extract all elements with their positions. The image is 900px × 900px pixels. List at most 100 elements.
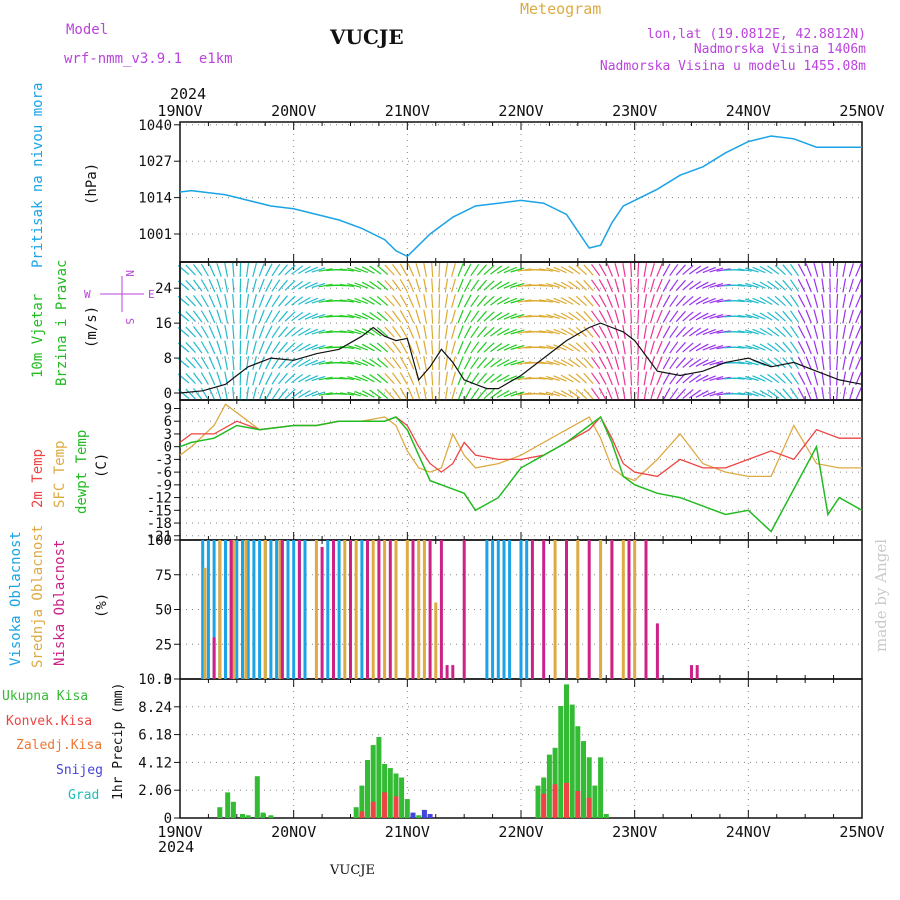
wind-arrow bbox=[517, 392, 532, 396]
wind-arrow bbox=[649, 325, 655, 339]
wind-arrow bbox=[538, 361, 553, 365]
wind-arrow bbox=[553, 328, 567, 336]
wind-arrow bbox=[193, 388, 203, 400]
wind-arrow bbox=[583, 357, 594, 369]
wind-arrow bbox=[675, 326, 686, 338]
wind-arrow bbox=[531, 315, 546, 318]
wind-arrow bbox=[245, 325, 250, 339]
wind-arrow bbox=[702, 297, 716, 305]
wind-arrow bbox=[737, 345, 752, 350]
wind-arrow bbox=[538, 330, 553, 334]
ytick-label: 10.3 bbox=[138, 672, 172, 688]
wind-arrow bbox=[369, 265, 382, 275]
wind-arrow bbox=[423, 262, 427, 278]
wind-arrow bbox=[258, 387, 265, 401]
wind-arrow bbox=[848, 325, 854, 339]
wind-arrow bbox=[716, 330, 731, 334]
wind-arrow bbox=[606, 294, 614, 308]
wind-arrow bbox=[774, 357, 786, 369]
wind-arrow bbox=[457, 371, 464, 386]
wind-arrow bbox=[431, 293, 434, 309]
wind-arrow bbox=[598, 294, 607, 308]
wind-arrow bbox=[797, 372, 806, 385]
cloud-bar bbox=[297, 540, 301, 679]
wind-arrow bbox=[656, 387, 663, 401]
wind-panel-frame bbox=[179, 261, 863, 401]
wind-arrow bbox=[208, 340, 216, 355]
wind-arrow bbox=[560, 390, 574, 398]
cloud-bar bbox=[599, 540, 603, 679]
wind-arrow bbox=[200, 387, 209, 401]
wind-ylabel: 10m Vjetar bbox=[30, 294, 46, 378]
wind-arrow bbox=[553, 313, 567, 320]
cloud-bar bbox=[553, 540, 557, 679]
precip-bar bbox=[598, 757, 604, 818]
wind-arrow bbox=[813, 309, 819, 324]
wind-arrow bbox=[185, 279, 196, 292]
wind-arrow bbox=[193, 264, 203, 276]
wind-arrow bbox=[200, 341, 209, 354]
wind-arrow bbox=[258, 356, 265, 370]
wind-arrow bbox=[560, 297, 574, 305]
wind-arrow bbox=[821, 278, 825, 293]
wind-arrow bbox=[643, 340, 648, 355]
wind-arrow bbox=[702, 313, 716, 320]
wind-arrow bbox=[829, 309, 831, 324]
wind-arrow bbox=[568, 343, 581, 352]
wind-arrow bbox=[252, 263, 257, 277]
wind-arrow bbox=[553, 390, 567, 398]
xtick-label-bottom: 20NOV bbox=[271, 823, 316, 841]
wind-arrow bbox=[354, 344, 368, 351]
wind-arrow bbox=[470, 372, 480, 385]
cloud-bar bbox=[587, 540, 591, 679]
wind-arrow bbox=[200, 263, 209, 277]
wind-arrow bbox=[284, 326, 296, 338]
wind-arrow bbox=[643, 371, 648, 386]
ytick-label: -18 bbox=[147, 516, 172, 532]
wind-arrow bbox=[503, 266, 518, 274]
wind-arrow bbox=[752, 297, 766, 305]
wind-arrow bbox=[415, 278, 421, 293]
wind-arrow bbox=[829, 340, 831, 355]
wind-arrow bbox=[258, 278, 265, 293]
precip-bar bbox=[427, 814, 433, 818]
wind-arrow bbox=[730, 392, 745, 396]
wind-arrow bbox=[790, 263, 799, 277]
wind-unit: (m/s) bbox=[84, 306, 100, 348]
wind-arrow bbox=[630, 371, 633, 386]
wind-arrow bbox=[568, 358, 581, 368]
wind-arrow bbox=[510, 329, 525, 335]
wind-arrow bbox=[669, 263, 679, 277]
cloud-unit: (%) bbox=[94, 593, 110, 618]
wind-arrow bbox=[265, 341, 273, 354]
wind-arrow bbox=[252, 371, 257, 386]
wind-arrow bbox=[622, 355, 626, 371]
wind-arrow bbox=[476, 326, 487, 338]
wind-arrow bbox=[347, 360, 361, 366]
precip-bar bbox=[382, 764, 388, 818]
xtick-label-bottom: 24NOV bbox=[726, 823, 771, 841]
wind-arrow bbox=[813, 278, 819, 293]
wind-arrow bbox=[575, 373, 588, 384]
cloud-bar bbox=[314, 540, 318, 679]
wind-arrow bbox=[730, 315, 745, 318]
wind-arrow bbox=[842, 386, 847, 402]
precip-bar bbox=[393, 773, 399, 818]
wind-arrow bbox=[185, 357, 196, 369]
wind-arrow bbox=[369, 374, 382, 383]
wind-arrow bbox=[649, 340, 655, 355]
wind-arrow bbox=[361, 281, 375, 290]
precip-bar bbox=[404, 799, 410, 818]
wind-arrow bbox=[829, 278, 831, 293]
wind-arrow bbox=[716, 268, 731, 272]
wind-arrow bbox=[510, 282, 525, 289]
wind-arrow bbox=[476, 295, 487, 307]
wind-arrow bbox=[855, 325, 862, 339]
wind-arrow bbox=[606, 325, 614, 339]
wind-arrow bbox=[476, 388, 487, 400]
temp-2m-label: 2m Temp bbox=[30, 449, 46, 508]
wind-arrow bbox=[185, 310, 196, 323]
wind-arrow bbox=[451, 263, 456, 277]
wind-arrow bbox=[193, 326, 203, 338]
wind-arrow bbox=[284, 295, 296, 307]
